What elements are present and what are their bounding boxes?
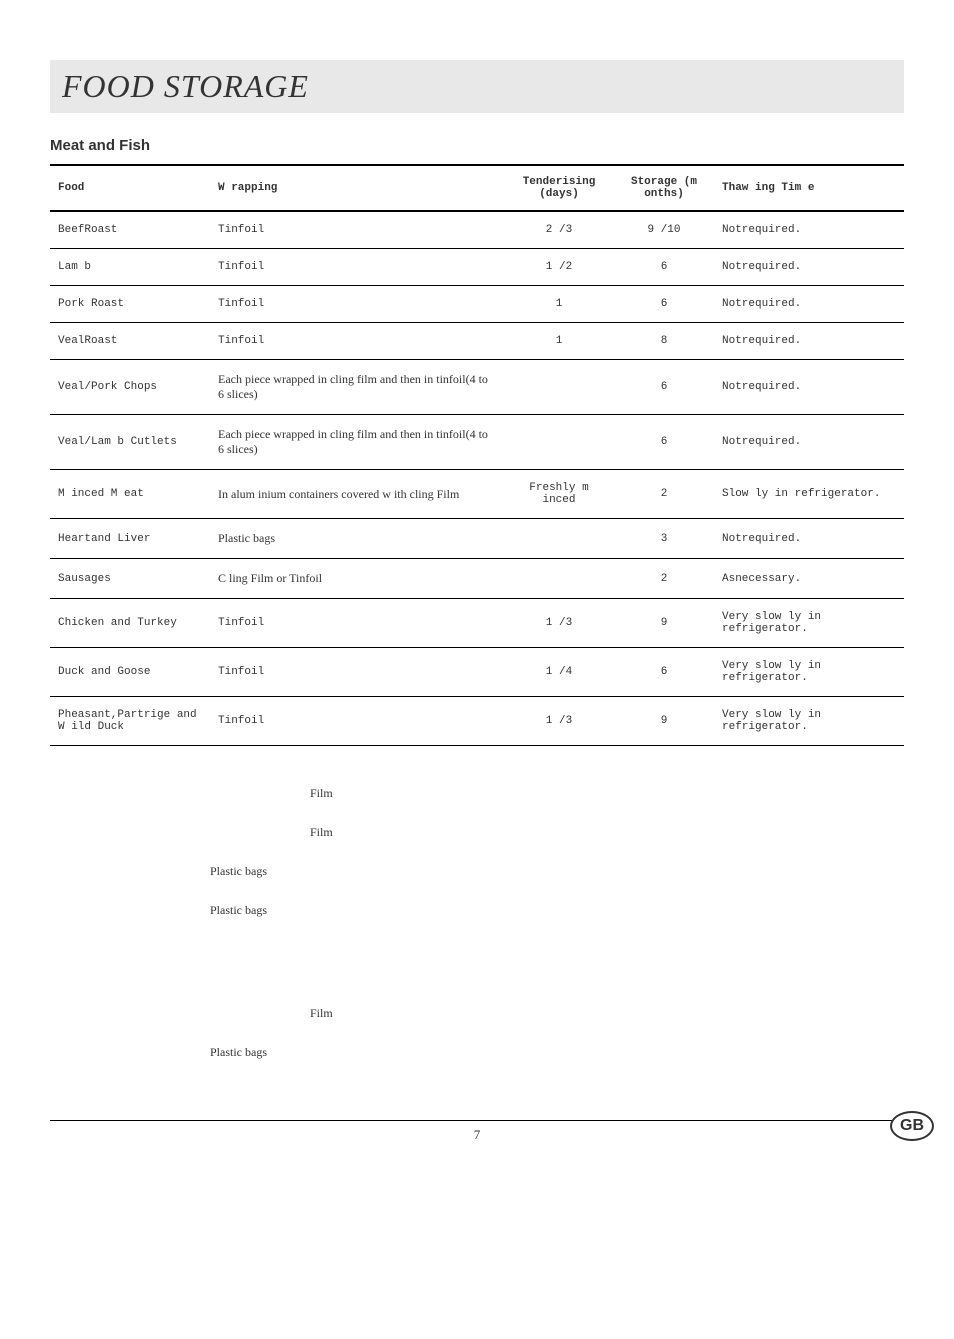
cell-storage: 9 /10 bbox=[614, 211, 714, 249]
cell-wrapping: Tinfoil bbox=[210, 599, 504, 648]
cell-food: Sausages bbox=[50, 559, 210, 599]
cell-food: VealRoast bbox=[50, 323, 210, 360]
country-badge: GB bbox=[890, 1111, 934, 1141]
cell-thawing: Asnecessary. bbox=[714, 559, 904, 599]
table-row: M inced M eatIn alum inium containers co… bbox=[50, 470, 904, 519]
cell-food: Pork Roast bbox=[50, 286, 210, 323]
cell-wrapping: Tinfoil bbox=[210, 323, 504, 360]
cell-wrapping: Tinfoil bbox=[210, 286, 504, 323]
cell-thawing: Notrequired. bbox=[714, 519, 904, 559]
page-title: FOOD STORAGE bbox=[62, 68, 892, 105]
cell-tenderising: Freshly m inced bbox=[504, 470, 614, 519]
extra-wrapping-list: Film Film Plastic bags Plastic bags Film Plas… bbox=[50, 786, 904, 1060]
cell-storage: 3 bbox=[614, 519, 714, 559]
table-row: SausagesC ling Film or Tinfoil 2Asnecessa… bbox=[50, 559, 904, 599]
cell-storage: 6 bbox=[614, 249, 714, 286]
table-row: Duck and GooseTinfoil1 /46Very slow ly i… bbox=[50, 648, 904, 697]
table-row: Veal/Pork ChopsEach piece wrapped in cli… bbox=[50, 360, 904, 415]
cell-tenderising bbox=[504, 519, 614, 559]
cell-storage: 6 bbox=[614, 648, 714, 697]
cell-storage: 6 bbox=[614, 360, 714, 415]
cell-thawing: Notrequired. bbox=[714, 360, 904, 415]
table-header-row: Food W rapping Tenderising (days) Storag… bbox=[50, 165, 904, 211]
cell-food: Lam b bbox=[50, 249, 210, 286]
cell-wrapping: In alum inium containers covered w ith c… bbox=[210, 470, 504, 519]
extra-item bbox=[210, 942, 904, 982]
cell-storage: 9 bbox=[614, 697, 714, 746]
cell-tenderising: 1 bbox=[504, 286, 614, 323]
table-row: Heartand LiverPlastic bags 3Notrequired. bbox=[50, 519, 904, 559]
cell-wrapping: Each piece wrapped in cling film and the… bbox=[210, 360, 504, 415]
extra-item: Plastic bags bbox=[210, 903, 904, 918]
table-row: Pheasant,Partrige and W ild DuckTinfoil1… bbox=[50, 697, 904, 746]
cell-food: Veal/Lam b Cutlets bbox=[50, 415, 210, 470]
header-storage: Storage (m onths) bbox=[614, 165, 714, 211]
cell-wrapping: Tinfoil bbox=[210, 211, 504, 249]
cell-wrapping: Tinfoil bbox=[210, 249, 504, 286]
cell-tenderising: 1 bbox=[504, 323, 614, 360]
header-thawing: Thaw ing Tim e bbox=[714, 165, 904, 211]
extra-item: Film bbox=[210, 1006, 904, 1021]
cell-wrapping: Each piece wrapped in cling film and the… bbox=[210, 415, 504, 470]
cell-thawing: Notrequired. bbox=[714, 249, 904, 286]
cell-tenderising: 1 /4 bbox=[504, 648, 614, 697]
cell-tenderising: 1 /3 bbox=[504, 599, 614, 648]
cell-thawing: Slow ly in refrigerator. bbox=[714, 470, 904, 519]
section-subtitle: Meat and Fish bbox=[50, 137, 904, 154]
cell-thawing: Notrequired. bbox=[714, 323, 904, 360]
cell-food: Duck and Goose bbox=[50, 648, 210, 697]
cell-food: M inced M eat bbox=[50, 470, 210, 519]
cell-food: Veal/Pork Chops bbox=[50, 360, 210, 415]
extra-item: Plastic bags bbox=[210, 864, 904, 879]
cell-wrapping: C ling Film or Tinfoil bbox=[210, 559, 504, 599]
header-tenderising: Tenderising (days) bbox=[504, 165, 614, 211]
cell-food: Chicken and Turkey bbox=[50, 599, 210, 648]
extra-item: Plastic bags bbox=[210, 1045, 904, 1060]
title-bar: FOOD STORAGE bbox=[50, 60, 904, 113]
cell-storage: 9 bbox=[614, 599, 714, 648]
cell-tenderising bbox=[504, 360, 614, 415]
cell-wrapping: Tinfoil bbox=[210, 697, 504, 746]
cell-thawing: Very slow ly in refrigerator. bbox=[714, 599, 904, 648]
cell-storage: 2 bbox=[614, 470, 714, 519]
header-wrapping: W rapping bbox=[210, 165, 504, 211]
cell-thawing: Notrequired. bbox=[714, 286, 904, 323]
cell-tenderising: 1 /2 bbox=[504, 249, 614, 286]
page-footer: 7 GB bbox=[50, 1120, 904, 1143]
cell-food: Heartand Liver bbox=[50, 519, 210, 559]
food-storage-table: Food W rapping Tenderising (days) Storag… bbox=[50, 164, 904, 746]
cell-thawing: Notrequired. bbox=[714, 415, 904, 470]
cell-food: Pheasant,Partrige and W ild Duck bbox=[50, 697, 210, 746]
table-row: Veal/Lam b CutletsEach piece wrapped in … bbox=[50, 415, 904, 470]
cell-storage: 8 bbox=[614, 323, 714, 360]
cell-tenderising: 2 /3 bbox=[504, 211, 614, 249]
table-row: VealRoastTinfoil18Notrequired. bbox=[50, 323, 904, 360]
extra-item: Film bbox=[210, 825, 904, 840]
page-number: 7 bbox=[50, 1127, 904, 1143]
cell-storage: 6 bbox=[614, 286, 714, 323]
table-row: Lam bTinfoil1 /26Notrequired. bbox=[50, 249, 904, 286]
cell-food: BeefRoast bbox=[50, 211, 210, 249]
cell-tenderising bbox=[504, 415, 614, 470]
extra-item: Film bbox=[210, 786, 904, 801]
cell-thawing: Notrequired. bbox=[714, 211, 904, 249]
cell-tenderising: 1 /3 bbox=[504, 697, 614, 746]
table-row: Chicken and TurkeyTinfoil1 /39Very slow … bbox=[50, 599, 904, 648]
cell-wrapping: Tinfoil bbox=[210, 648, 504, 697]
table-row: BeefRoastTinfoil2 /39 /10Notrequired. bbox=[50, 211, 904, 249]
cell-thawing: Very slow ly in refrigerator. bbox=[714, 648, 904, 697]
cell-storage: 2 bbox=[614, 559, 714, 599]
cell-thawing: Very slow ly in refrigerator. bbox=[714, 697, 904, 746]
cell-storage: 6 bbox=[614, 415, 714, 470]
cell-tenderising bbox=[504, 559, 614, 599]
cell-wrapping: Plastic bags bbox=[210, 519, 504, 559]
header-food: Food bbox=[50, 165, 210, 211]
table-row: Pork RoastTinfoil16Notrequired. bbox=[50, 286, 904, 323]
